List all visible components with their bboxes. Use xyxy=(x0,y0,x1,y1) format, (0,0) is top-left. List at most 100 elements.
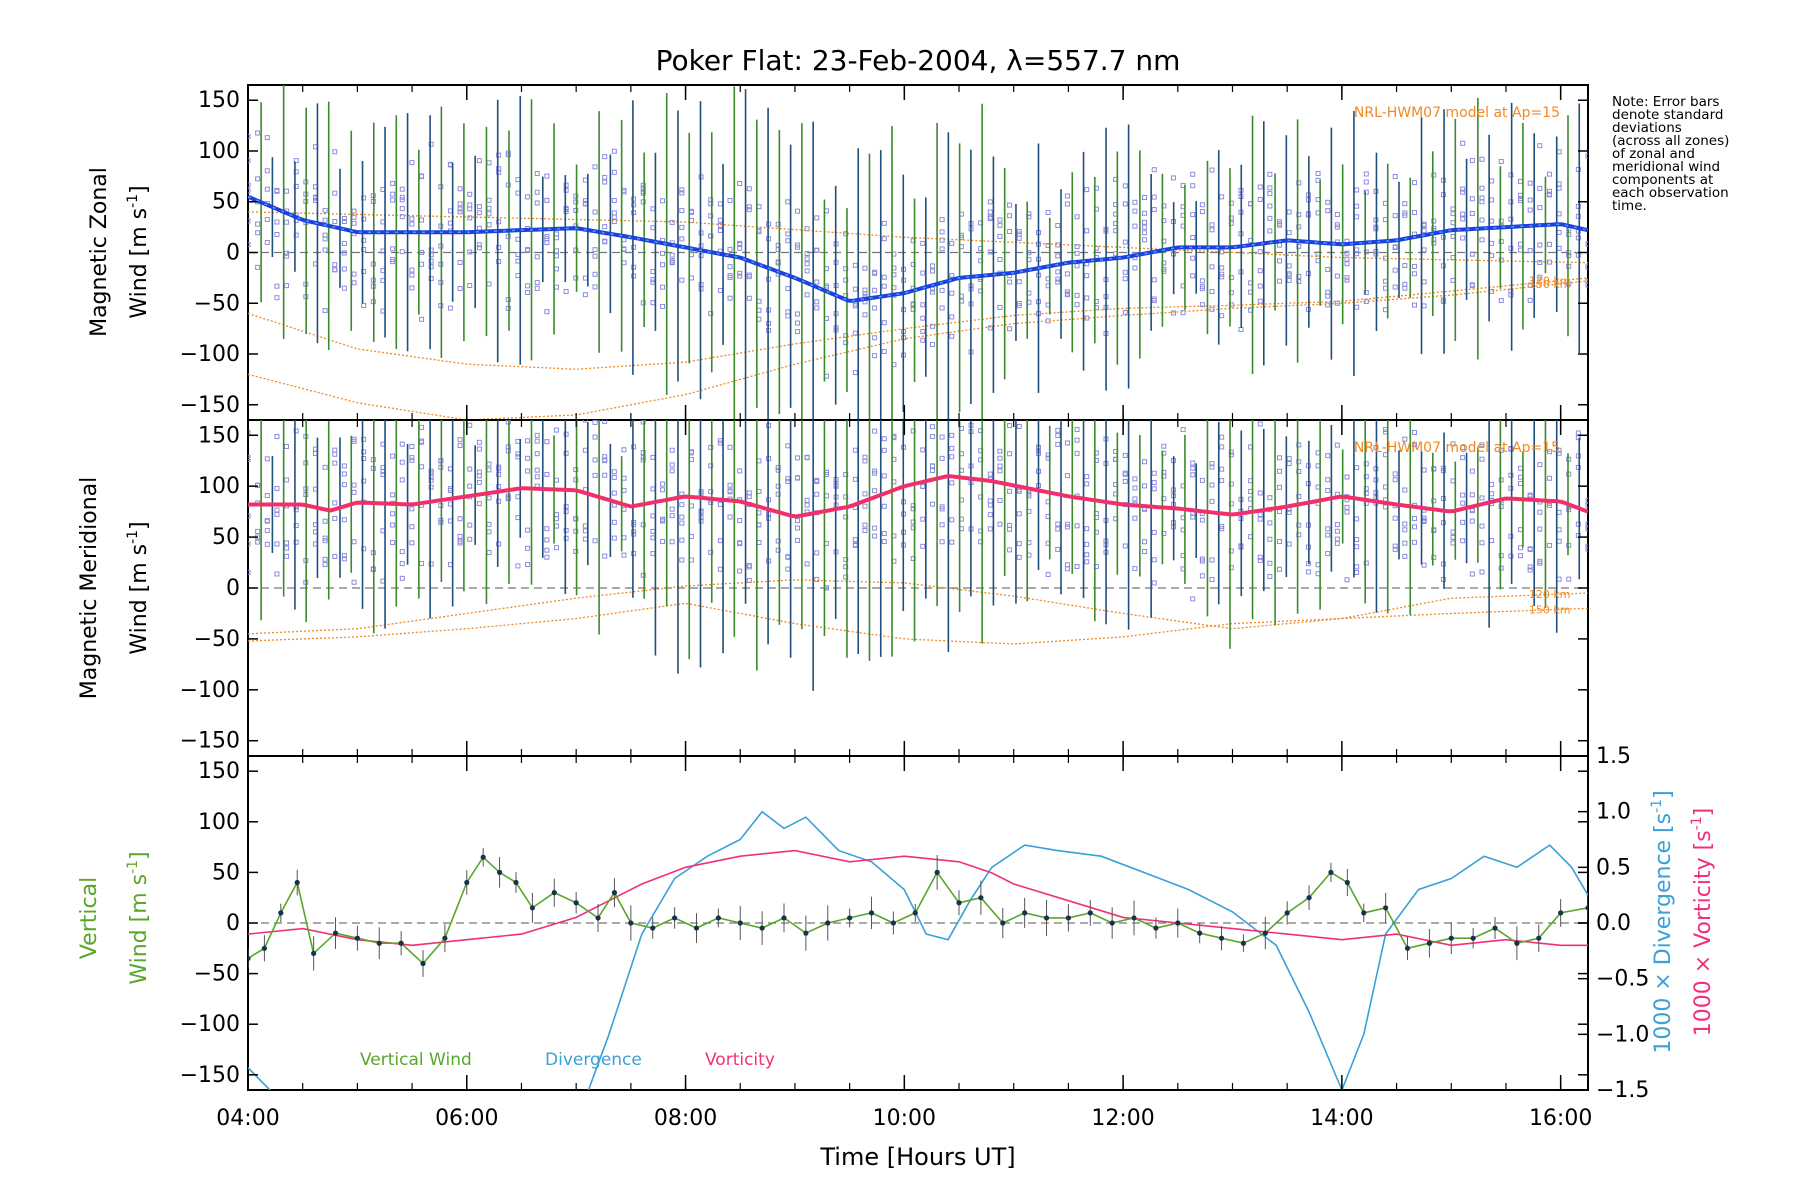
meridional-zone-marker xyxy=(255,528,261,534)
vorticity-axis-close: ] xyxy=(1691,808,1716,817)
divergence-axis-units: [s xyxy=(1651,813,1676,833)
meridional-zone-marker xyxy=(1498,447,1504,453)
zonal-zone-marker xyxy=(852,286,858,292)
meridional-zone-marker xyxy=(1286,456,1292,462)
meridional-zone-marker xyxy=(1132,496,1138,502)
meridional-zone-marker xyxy=(1074,437,1080,443)
meridional-zone-marker xyxy=(1354,544,1360,550)
zonal-zone-marker xyxy=(1016,235,1022,241)
zonal-zone-marker xyxy=(274,283,280,289)
zonal-zone-marker xyxy=(544,309,550,315)
zonal-zone-marker xyxy=(1421,228,1427,234)
meridional-zone-marker xyxy=(852,447,858,453)
zonal-ylabel-exp: -1 xyxy=(125,194,141,208)
zonal-zone-marker xyxy=(1460,235,1466,241)
meridional-zone-marker xyxy=(1151,486,1157,492)
meridional-zone-marker xyxy=(621,447,627,453)
zonal-zone-marker xyxy=(650,279,656,285)
meridional-zone-marker xyxy=(1402,527,1408,533)
zonal-zone-marker xyxy=(929,323,935,329)
vertical-wind-point xyxy=(1558,910,1564,916)
meridional-zone-marker xyxy=(1421,562,1427,568)
zonal-zone-marker xyxy=(1325,302,1331,308)
meridional-zone-marker xyxy=(486,461,492,467)
meridional-zone-marker xyxy=(621,487,627,493)
meridional-zone-marker xyxy=(1190,596,1196,602)
zonal-zone-marker xyxy=(737,245,743,251)
zonal-zone-marker xyxy=(1209,264,1215,270)
zonal-zone-marker xyxy=(929,263,935,269)
vertical-wind-point xyxy=(628,920,634,926)
zonal-zone-marker xyxy=(341,240,347,246)
vertical-wind-point xyxy=(890,920,896,926)
zonal-zone-marker xyxy=(274,295,280,301)
zonal-zone-marker xyxy=(1489,197,1495,203)
meridional-zone-marker xyxy=(602,458,608,464)
meridional-zone-marker xyxy=(920,484,926,490)
meridional-zone-marker xyxy=(1575,453,1581,459)
zonal-zone-marker xyxy=(447,220,453,226)
vertical-ytick-label: −100 xyxy=(180,1012,240,1037)
zonal-zone-marker xyxy=(264,135,270,141)
vertical-wind-point xyxy=(1065,915,1072,921)
zonal-zone-marker xyxy=(1392,213,1398,219)
zonal-zone-marker xyxy=(1007,279,1013,285)
zonal-zone-marker xyxy=(660,303,666,309)
zonal-zone-marker xyxy=(727,264,733,270)
meridional-zone-marker xyxy=(447,562,453,568)
zonal-zone-marker xyxy=(1411,210,1417,216)
vertical-wind-point xyxy=(248,955,251,962)
vertical-ytick-label: 150 xyxy=(198,759,240,784)
meridional-zone-marker xyxy=(746,490,752,496)
zonal-zone-marker xyxy=(525,283,531,289)
meridional-zone-marker xyxy=(746,564,752,570)
zonal-zone-marker xyxy=(1556,245,1562,251)
zonal-zone-marker xyxy=(785,313,791,319)
zonal-zone-marker xyxy=(1363,179,1369,185)
meridional-zone-marker xyxy=(447,518,453,524)
zonal-zone-marker xyxy=(1209,289,1215,295)
meridional-zone-marker xyxy=(602,472,608,478)
zonal-zone-marker xyxy=(409,160,415,166)
vertical-wind-point xyxy=(1043,915,1050,921)
zonal-zone-marker xyxy=(1334,212,1340,218)
zonal-zone-marker xyxy=(399,206,405,212)
zonal-zone-marker xyxy=(1296,273,1302,279)
zonal-zone-marker xyxy=(920,329,926,335)
vertical-wind-point xyxy=(781,915,787,921)
zonal-zone-marker xyxy=(679,208,685,214)
meridional-zone-marker xyxy=(1354,465,1360,471)
zonal-zone-marker xyxy=(727,197,733,203)
zonal-zone-marker xyxy=(939,237,945,243)
vertical-wind-point xyxy=(934,869,940,875)
meridional-zone-marker xyxy=(746,562,752,568)
zonal-zone-marker xyxy=(248,158,251,164)
zonal-zone-marker xyxy=(1219,194,1225,200)
meridional-zone-marker xyxy=(1585,543,1588,549)
zonal-zone-marker xyxy=(804,256,810,262)
meridional-zone-marker xyxy=(525,545,531,551)
note-line: of zonal and xyxy=(1612,146,1695,162)
zonal-zone-marker xyxy=(476,242,482,248)
meridional-zone-marker xyxy=(496,498,502,504)
zonal-zone-marker xyxy=(486,222,492,228)
right-ytick-label: −1.5 xyxy=(1596,1078,1649,1103)
meridional-zone-marker xyxy=(852,537,858,543)
meridional-zone-marker xyxy=(1431,466,1437,472)
meridional-zone-marker xyxy=(1219,444,1225,450)
zonal-zone-marker xyxy=(525,289,531,295)
meridional-zone-marker xyxy=(1151,529,1157,535)
meridional-zone-marker xyxy=(1498,504,1504,510)
zonal-ytick-label: 50 xyxy=(212,190,240,215)
zonal-zone-marker xyxy=(534,285,540,291)
zonal-zone-marker xyxy=(322,247,328,253)
meridional-zone-marker xyxy=(1450,540,1456,546)
meridional-zone-marker xyxy=(332,515,338,521)
zonal-zone-marker xyxy=(1219,274,1225,280)
zonal-zone-marker xyxy=(467,191,473,197)
meridional-zone-marker xyxy=(1479,442,1485,448)
zonal-zone-marker xyxy=(775,259,781,265)
vertical-wind-point xyxy=(1492,925,1498,931)
meridional-zone-marker xyxy=(399,477,405,483)
